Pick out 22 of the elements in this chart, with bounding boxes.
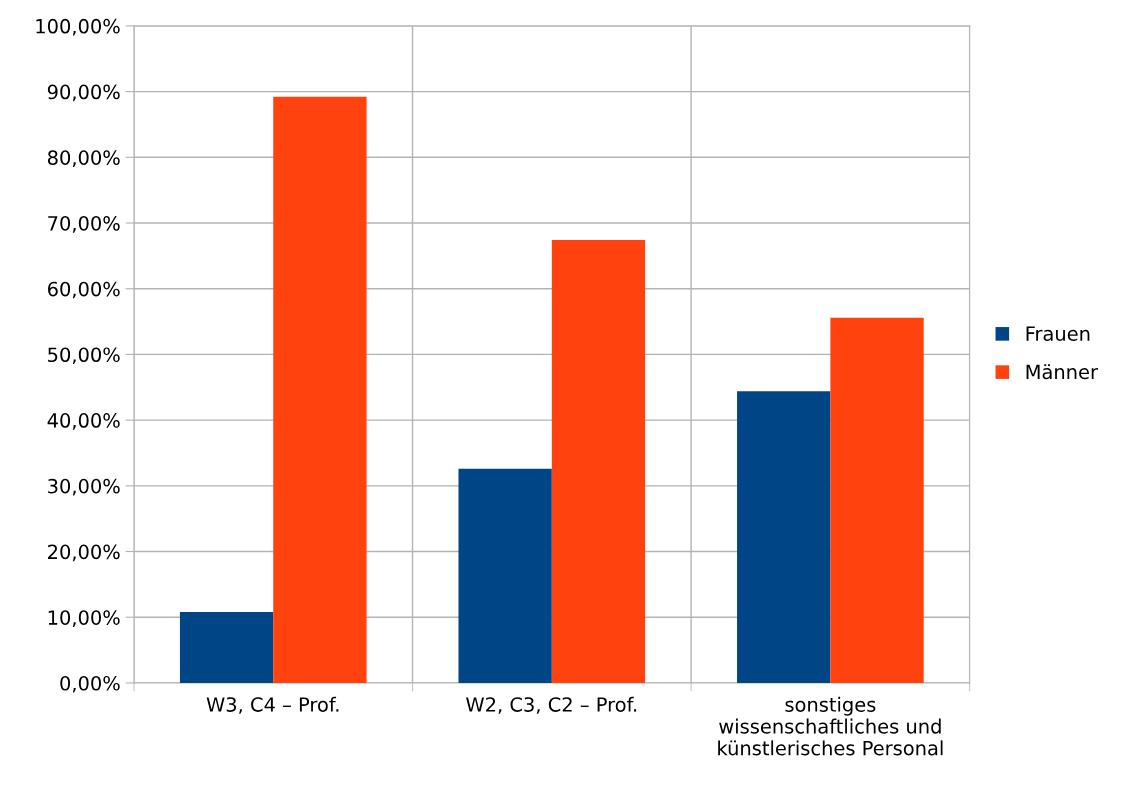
bar: [551, 240, 646, 683]
bar: [273, 96, 367, 683]
bar: [179, 611, 274, 683]
bar: [458, 468, 552, 683]
y-tick-label: 90,00%: [47, 84, 120, 102]
y-tick-label: 40,00%: [47, 413, 120, 430]
y-tick-label: 60,00%: [47, 281, 120, 299]
x-tick-label: W2, C3, C2 – Prof.: [466, 696, 637, 714]
y-tick-label: 80,00%: [47, 150, 120, 167]
x-tick-label: W3, C4 – Prof.: [206, 696, 339, 714]
y-tick-label: 70,00%: [48, 215, 120, 233]
y-tick-label: 100,00%: [36, 18, 120, 36]
legend-label: Frauen: [1026, 326, 1090, 341]
legend-label: Männer: [1026, 364, 1098, 380]
x-tick-label: sonstiges wissenschaftliches und künstlerisches Personal: [718, 696, 943, 756]
bar: [737, 391, 831, 683]
y-tick-label: 20,00%: [48, 544, 120, 562]
y-tick-label: 0,00%: [60, 675, 120, 693]
y-tick-label: 30,00%: [48, 478, 120, 496]
bar: [830, 317, 924, 683]
y-tick-label: 50,00%: [48, 347, 120, 365]
y-tick-label: 10,00%: [48, 610, 120, 627]
